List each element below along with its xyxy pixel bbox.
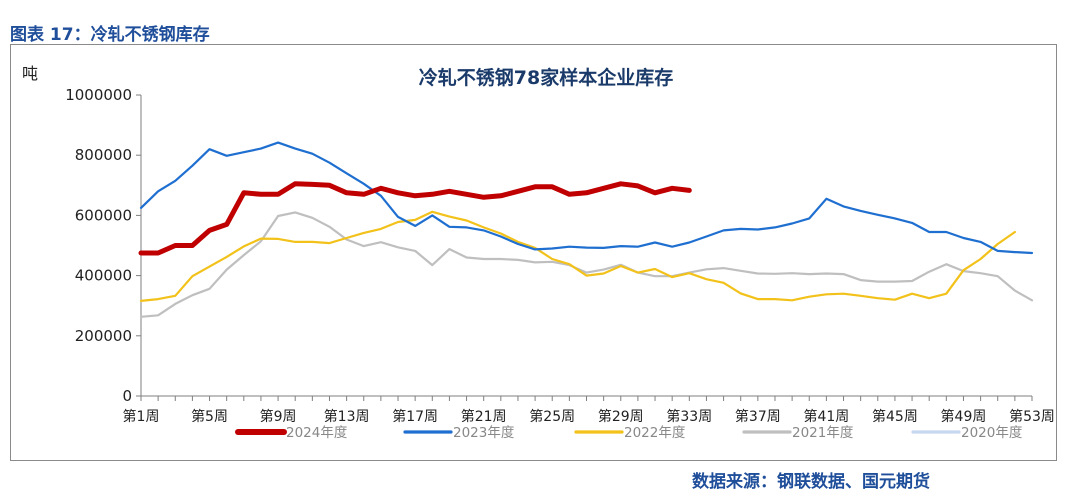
x-tick-label: 第1周 — [123, 408, 160, 425]
series-line-2024年度 — [138, 181, 692, 256]
y-tick-label: 1000000 — [65, 86, 132, 104]
x-tick-label: 第9周 — [260, 408, 297, 425]
y-tick-label: 600000 — [75, 206, 132, 224]
y-tick-label: 0 — [122, 387, 132, 405]
x-tick-label: 第33周 — [666, 408, 712, 425]
legend-label: 2023年度 — [453, 425, 514, 441]
y-axis: 0 200000 400000 600000 800000 1000000 — [65, 86, 142, 405]
figure-title: 图表 17：冷轧不锈钢库存 — [10, 25, 210, 45]
data-source-note: 数据来源：钢联数据、国元期货 — [692, 472, 930, 492]
x-tick-label: 第37周 — [735, 408, 781, 425]
legend-label: 2024年度 — [286, 425, 347, 441]
y-axis-unit-label: 吨 — [22, 64, 39, 83]
x-tick-label: 第25周 — [529, 408, 575, 425]
x-tick-label: 第13周 — [324, 408, 370, 425]
legend-label: 2020年度 — [961, 425, 1022, 441]
x-tick-label: 第29周 — [598, 408, 644, 425]
legend-label: 2022年度 — [624, 425, 685, 441]
series-line-2023年度 — [139, 141, 1034, 255]
x-tick-label: 第53周 — [1009, 408, 1055, 425]
x-tick-label: 第17周 — [392, 408, 438, 425]
series-lines — [138, 141, 1034, 318]
x-tick-label: 第41周 — [803, 408, 849, 425]
series-line-2021年度 — [139, 211, 1034, 318]
chart-title: 冷轧不锈钢78家样本企业库存 — [419, 66, 673, 89]
legend-label: 2021年度 — [792, 425, 853, 441]
x-tick-label: 第49周 — [941, 408, 987, 425]
y-tick-label: 200000 — [75, 327, 132, 345]
x-axis: 第1周 第5周 第9周 第13周 第17周 第21周 第25周 第29周 第33周 第37周 第41… — [123, 395, 1055, 425]
y-tick-label: 800000 — [75, 146, 132, 164]
x-tick-label: 第5周 — [191, 408, 228, 425]
chart-frame — [10, 44, 1057, 461]
x-tick-label: 第45周 — [872, 408, 918, 425]
x-tick-label: 第21周 — [461, 408, 507, 425]
y-tick-label: 400000 — [75, 267, 132, 285]
series-line-2022年度 — [139, 210, 1017, 302]
legend: 2024年度 2023年度 2022年度 2021年度 2020年度 — [235, 425, 1022, 441]
